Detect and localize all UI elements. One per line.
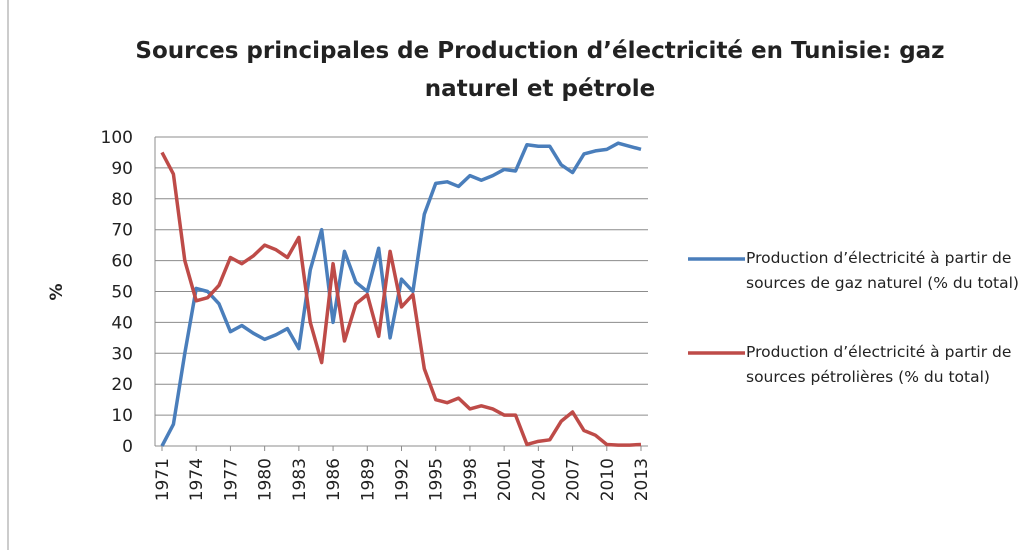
legend-label: Production d’électricité à partir de sou… [746,249,1019,292]
x-tick-label: 2004 [529,458,549,501]
legend-label: Production d’électricité à partir de sou… [746,343,1012,386]
x-tick-label: 1992 [393,458,413,501]
y-tick-label: 40 [111,313,133,333]
x-tick-label: 2007 [564,458,584,501]
x-tick-label: 1971 [153,458,173,501]
y-axis-label: % [47,283,67,300]
y-tick-label: 60 [111,252,133,272]
y-tick-label: 30 [111,344,133,364]
x-tick-label: 1974 [187,458,207,501]
y-tick-label: 100 [101,128,133,148]
x-tick-label: 1995 [427,458,447,501]
x-tick-label: 2013 [632,458,652,501]
x-tick-label: 1998 [461,458,481,501]
y-tick-label: 10 [111,406,133,426]
x-tick-label: 2001 [495,458,515,501]
x-tick-label: 1986 [324,458,344,501]
series-line [160,151,642,447]
x-tick-label: 1980 [256,458,276,501]
series-line [160,141,642,447]
y-tick-label: 90 [111,159,133,179]
y-tick-label: 70 [111,221,133,241]
x-tick-label: 1977 [221,458,241,501]
y-tick-label: 50 [111,283,133,303]
y-tick-label: 20 [111,375,133,395]
chart-title: Sources principales de Production d’élec… [135,38,945,102]
x-tick-label: 1983 [290,458,310,501]
y-tick-label: 0 [122,437,133,457]
x-tick-label: 2010 [598,458,618,501]
y-tick-label: 80 [111,190,133,210]
x-tick-label: 1989 [358,458,378,501]
